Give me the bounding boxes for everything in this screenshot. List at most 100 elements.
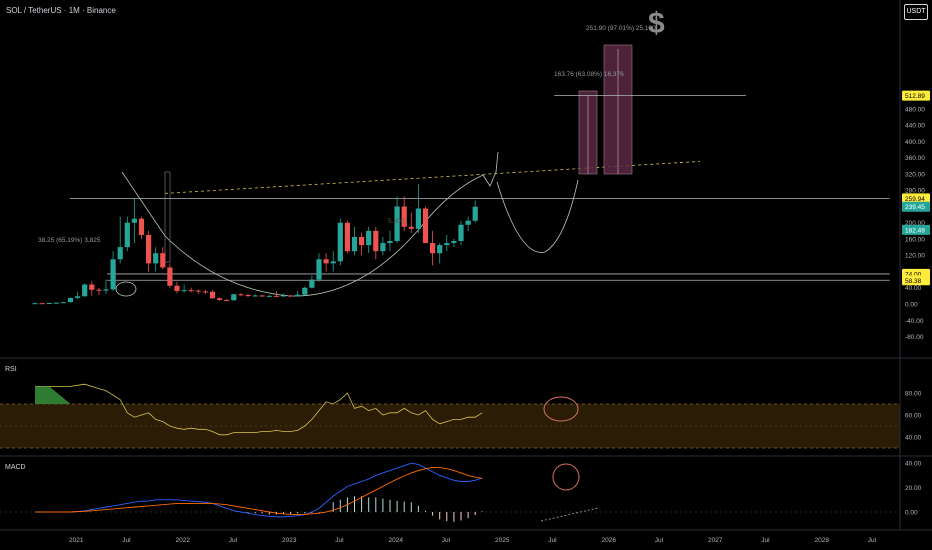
candle-body [472,206,478,221]
candle-body [259,295,265,297]
candle-body [252,295,258,297]
price-tick: -40.00 [905,318,924,325]
macd-layer [35,462,599,522]
candle-body [75,296,81,298]
candle-body [131,218,137,223]
time-tick: Jul [548,537,557,544]
price-tick: 120.00 [905,253,925,260]
candle-body [351,236,358,252]
candle-body [60,302,66,304]
handle-curve [496,179,579,253]
price-tick: 40.00 [905,285,922,292]
price-tag-label: 259.94 [905,196,925,203]
time-tick: 2027 [708,537,723,544]
macd-tick: 40.00 [905,461,922,468]
candle-body [465,220,471,225]
candle-body [117,247,123,260]
rsi-panel-label: RSI [5,366,17,373]
price-tag-label: 512.89 [905,93,925,100]
time-tick: 2022 [176,537,191,544]
candle-body [280,295,287,297]
time-tick: 2021 [69,537,84,544]
macd-line [35,462,483,518]
rsi-overbought-fill [35,386,71,404]
candle-body [394,206,400,242]
time-tick: Jul [229,537,238,544]
candle-body [202,291,208,293]
candle-body [174,285,180,291]
candle-body [387,241,393,244]
price-tick: 400.00 [905,139,925,146]
candle-body [437,245,443,254]
rsi-layer [35,383,579,436]
candle-body [160,253,166,268]
candle-body [330,261,336,264]
candle-body [380,243,386,252]
candle-body [167,267,173,286]
candle-body [415,208,421,229]
candle-body [181,290,187,292]
rsi-tick: 40.00 [905,435,922,442]
time-axis[interactable]: 2021 Jul 2022 Jul 2023 Jul 2024 Jul 2025 Jul 2026 J… [69,537,877,544]
candle-body [153,253,159,264]
candle-body [238,294,244,296]
macd-highlight-circle [552,463,580,491]
candle-body [458,224,464,242]
candle-body [245,295,251,297]
candle-body [366,230,372,246]
candle-body [359,236,365,246]
candle-body [224,299,230,301]
macd-panel-label: MACD [5,464,26,471]
price-tick: 160.00 [905,236,925,243]
rsi-line [35,383,483,436]
price-tag-label: 239.45 [905,204,925,211]
candle-body [401,206,407,227]
price-tick: 360.00 [905,155,925,162]
candle-body [188,290,194,292]
price-tag-label: 74.00 [905,271,922,278]
signal-line [35,467,483,515]
time-tick: Jul [442,537,451,544]
symbol-header[interactable]: SOL / TetherUS · 1M · Binance [6,6,116,15]
candle-body [89,284,95,290]
measure-label: 163.76 (63.08%) 16,376 [554,71,624,78]
candle-body [124,222,130,248]
price-tick: 200.00 [905,220,925,227]
candle-body [82,284,88,297]
candle-body [46,302,52,304]
candle-body [67,297,74,303]
candle-body [273,295,279,297]
candle-body [408,226,414,229]
time-tick: 2023 [282,537,297,544]
candle-body [266,295,272,297]
candle-body [96,289,102,291]
time-tick: 2024 [389,537,404,544]
candle-body [288,295,294,297]
peak-line [482,151,499,187]
candle-body [39,303,45,305]
candle-body [302,287,308,295]
currency-button[interactable]: USDT [904,4,928,20]
price-tick: 440.00 [905,123,925,130]
dollar-icon: $ [648,7,665,40]
candle-body [444,243,450,246]
price-axis[interactable]: 480.00 440.00 400.00 360.00 320.00 280.00 200.… [902,90,930,517]
measure-label: 38.25 (65.19%) 3,825 [38,237,101,244]
candle-body [146,234,152,264]
price-tag-bg [902,193,930,204]
candle-body [217,298,223,300]
macd-tick: 20.00 [905,485,922,492]
candle-body [231,294,237,301]
time-tick: Jul [761,537,770,544]
time-tick: Jul [122,537,131,544]
rsi-tick: 60.00 [905,413,922,420]
price-tag-bg [902,201,930,212]
candle-body [316,259,322,280]
time-tick: 2026 [602,537,617,544]
candle-body [337,222,343,262]
time-tick: Jul [335,537,344,544]
rsi-tick: 80.00 [905,391,922,398]
candle-body [110,259,116,290]
grid-layer [0,0,932,531]
